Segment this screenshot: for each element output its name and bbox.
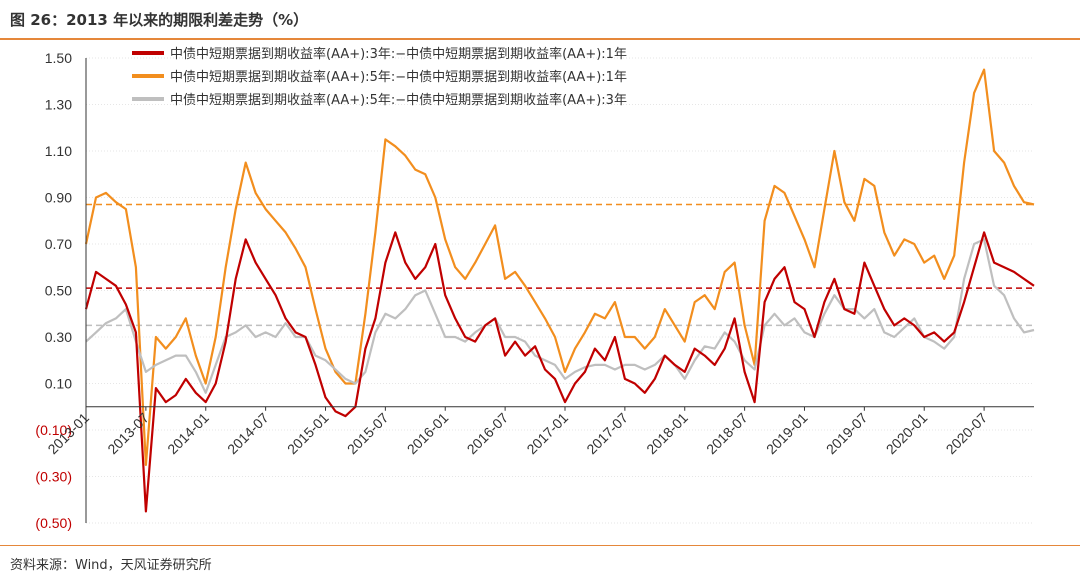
y-tick-label: 0.70 [45, 236, 72, 252]
y-tick-label: 0.30 [45, 329, 72, 345]
x-tick-label: 2016-01 [404, 409, 452, 457]
y-tick-label: 1.30 [45, 97, 72, 113]
y-tick-label: 0.10 [45, 376, 72, 392]
x-tick-label: 2016-07 [464, 409, 512, 457]
x-tick-label: 2017-01 [523, 409, 571, 457]
series-line-2 [84, 68, 1035, 466]
legend-label: 中债中短期票据到期收益率(AA+):5年:−中债中短期票据到期收益率(AA+):… [170, 92, 627, 108]
legend-label: 中债中短期票据到期收益率(AA+):5年:−中债中短期票据到期收益率(AA+):… [170, 69, 627, 85]
y-tick-label: 0.90 [45, 190, 72, 206]
axes [85, 58, 1034, 523]
legend: 中债中短期票据到期收益率(AA+):3年:−中债中短期票据到期收益率(AA+):… [132, 46, 627, 108]
y-tick-label: 1.50 [45, 50, 72, 66]
y-tick-label: 1.10 [45, 143, 72, 159]
x-tick-label: 2018-01 [643, 409, 691, 457]
x-tick-label: 2019-01 [763, 409, 811, 457]
x-tick-label: 2020-01 [883, 409, 931, 457]
x-tick-label: 2015-07 [344, 409, 392, 457]
series-line-3 [85, 238, 1035, 394]
series-lines [84, 68, 1035, 513]
source-note: 资料来源：Wind，天风证券研究所 [10, 558, 212, 573]
x-tick-label: 2019-07 [823, 409, 871, 457]
line-chart: 1.50 1.30 1.10 0.90 0.70 0.50 0.30 0.10 (0.10) (0… [35, 46, 1035, 531]
x-tick-label: 2017-07 [583, 409, 631, 457]
x-tick-label: 2014-07 [224, 409, 272, 457]
y-tick-label: (0.50) [35, 515, 72, 531]
figure-header: 图 26：2013 年以来的期限利差走势（%） [0, 0, 1080, 38]
header-rule [0, 38, 1080, 40]
grid-lines [86, 57, 1034, 524]
x-tick-label: 2014-01 [164, 409, 212, 457]
reference-lines [86, 203, 1034, 327]
x-tick-label: 2020-07 [943, 409, 991, 457]
x-tick-labels: 2013-01 2013-07 2014-01 2014-07 2015-01 2015-… [44, 406, 991, 457]
y-tick-label: (0.10) [35, 422, 72, 438]
y-tick-label: (0.30) [35, 469, 72, 485]
y-tick-label: 0.50 [45, 283, 72, 299]
legend-label: 中债中短期票据到期收益率(AA+):3年:−中债中短期票据到期收益率(AA+):… [170, 46, 627, 62]
figure-title: 图 26：2013 年以来的期限利差走势（%） [10, 11, 309, 29]
x-tick-label: 2015-01 [284, 409, 332, 457]
series-line-1 [84, 231, 1035, 513]
footer-rule [0, 545, 1080, 546]
y-tick-labels: 1.50 1.30 1.10 0.90 0.70 0.50 0.30 0.10 (0.10) (0… [35, 50, 72, 531]
x-tick-label: 2018-07 [703, 409, 751, 457]
